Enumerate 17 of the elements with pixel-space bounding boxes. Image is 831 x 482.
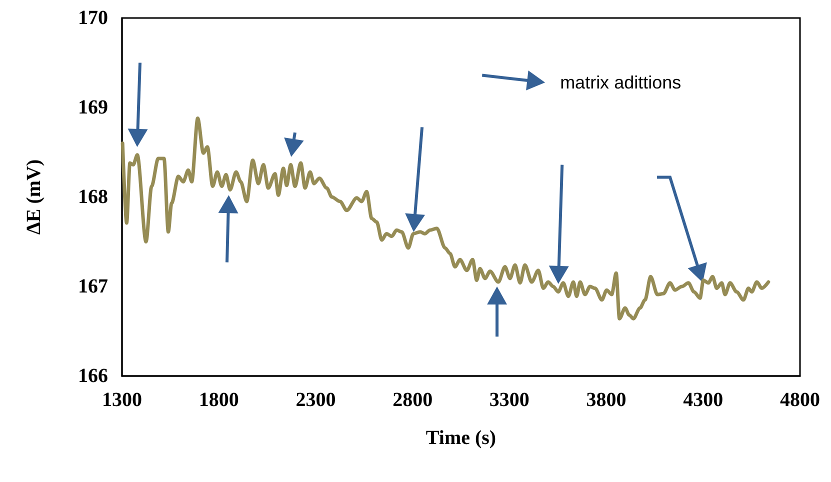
x-tick-label: 2800 (392, 389, 433, 411)
x-tick-label: 1800 (198, 389, 239, 411)
y-tick-label: 169 (78, 96, 108, 118)
y-axis-title: ΔE (mV) (23, 159, 45, 235)
y-tick-label: 167 (78, 276, 108, 298)
x-tick-label: 4800 (780, 389, 820, 411)
y-tick-label: 170 (78, 7, 108, 29)
x-tick-label: 2300 (296, 389, 336, 411)
line-series (120, 116, 770, 320)
x-tick-label: 3800 (586, 389, 626, 411)
x-tick-label: 4300 (683, 389, 724, 411)
y-tick-label: 168 (78, 186, 108, 208)
x-axis-title: Time (s) (426, 427, 496, 449)
annotation: matrix adittions (560, 72, 682, 92)
x-tick-label: 3300 (489, 389, 530, 411)
y-tick-label: 166 (78, 365, 108, 387)
x-tick-label: 1300 (102, 389, 142, 411)
